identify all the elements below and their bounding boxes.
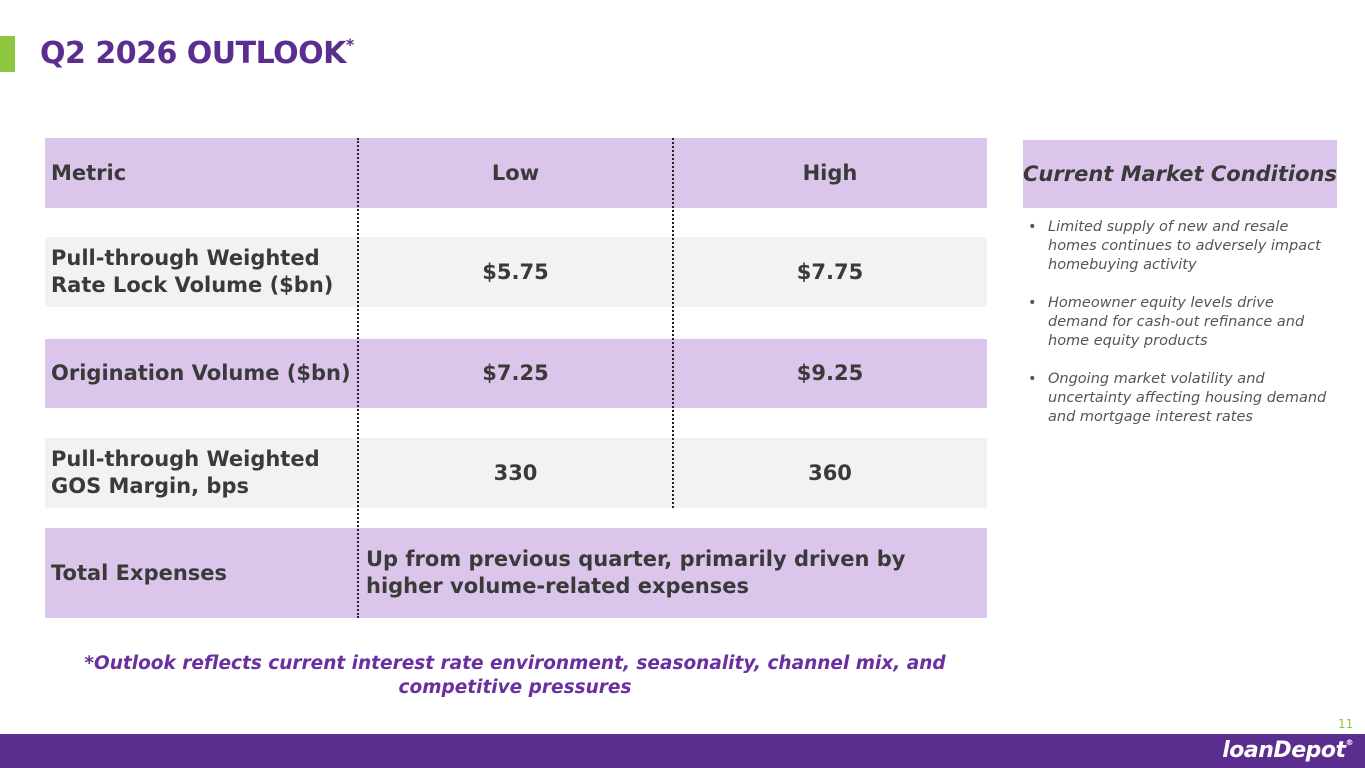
- row-expenses-value: Up from previous quarter, primarily driv…: [358, 528, 987, 618]
- row-gos-margin-low: 330: [358, 438, 673, 508]
- row-rate-lock-high: $7.75: [673, 237, 987, 307]
- row-origination-high: $9.25: [673, 339, 987, 408]
- list-item: Ongoing market volatility and uncertaint…: [1028, 370, 1328, 427]
- header-low: Low: [358, 138, 673, 208]
- header-metric: Metric: [45, 138, 358, 208]
- row-origination-metric: Origination Volume ($bn): [45, 339, 358, 408]
- market-conditions-list: Limited supply of new and resale homes c…: [1028, 218, 1328, 446]
- market-conditions-heading: Current Market Conditions: [1023, 140, 1337, 208]
- list-item: Homeowner equity levels drive demand for…: [1028, 294, 1328, 351]
- column-divider-left: [357, 138, 359, 618]
- row-expenses-metric: Total Expenses: [45, 528, 358, 618]
- row-rate-lock-low: $5.75: [358, 237, 673, 307]
- title-footnote-mark: *: [345, 35, 354, 54]
- page-title: Q2 2026 OUTLOOK*: [40, 35, 354, 71]
- list-item: Limited supply of new and resale homes c…: [1028, 218, 1328, 275]
- row-rate-lock-metric: Pull-through Weighted Rate Lock Volume (…: [45, 237, 358, 307]
- footer-bar: loanDepot®: [0, 734, 1365, 768]
- row-origination-low: $7.25: [358, 339, 673, 408]
- header-high: High: [673, 138, 987, 208]
- title-accent-bar: [0, 36, 15, 72]
- column-divider-right: [672, 138, 674, 508]
- row-gos-margin-metric: Pull-through Weighted GOS Margin, bps: [45, 438, 358, 508]
- outlook-footnote: *Outlook reflects current interest rate …: [84, 653, 946, 698]
- row-gos-margin-high: 360: [673, 438, 987, 508]
- page-number: 11: [1338, 717, 1354, 731]
- loandepot-logo: loanDepot®: [1222, 738, 1353, 763]
